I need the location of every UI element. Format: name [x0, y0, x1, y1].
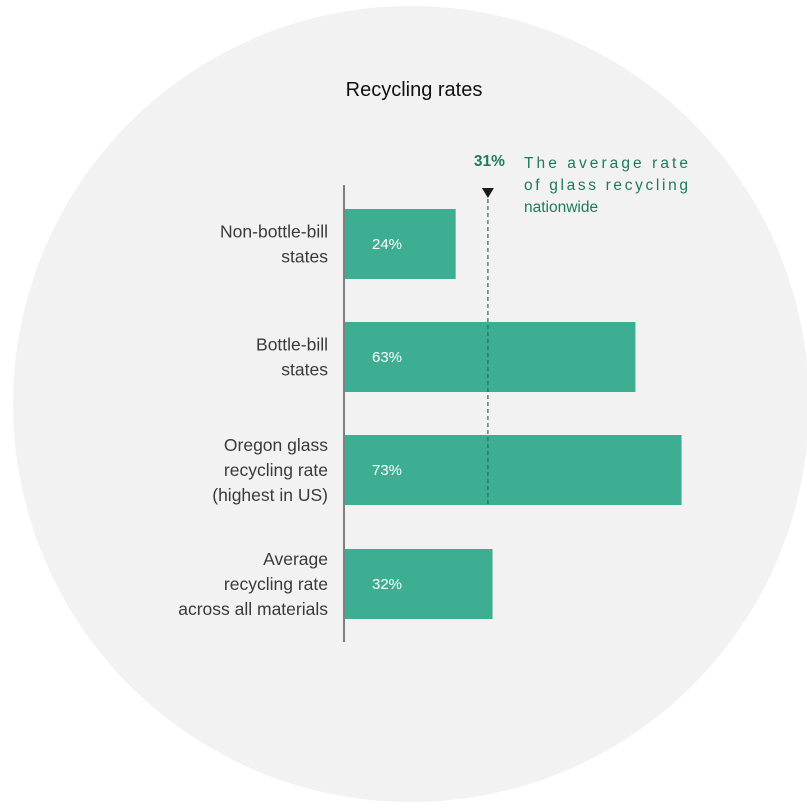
category-label: Oregon glass — [224, 435, 328, 455]
bar-value-label: 73% — [372, 462, 402, 479]
category-label: states — [281, 247, 328, 267]
bar — [345, 435, 682, 505]
category-label: Non-bottle-bill — [220, 222, 328, 242]
bar-value-label: 24% — [372, 236, 402, 253]
reference-value-label: 31% — [474, 153, 505, 170]
reference-note-line: of glass recycling — [524, 177, 688, 194]
reference-note-line: nationwide — [524, 199, 598, 216]
background-circle — [13, 6, 807, 802]
bar — [345, 209, 456, 279]
category-label: recycling rate — [224, 460, 328, 480]
category-label: states — [281, 360, 328, 380]
category-label: (highest in US) — [212, 485, 328, 505]
bar — [345, 322, 636, 392]
bar — [345, 549, 493, 619]
bars-group: 24% Non-bottle-bill states 63% Bottle-bill st… — [178, 209, 682, 619]
average-marker-triangle-icon — [481, 188, 494, 198]
category-label: Bottle-bill — [256, 335, 328, 355]
chart-title: Recycling rates — [346, 79, 483, 101]
bar-value-label: 32% — [372, 576, 402, 593]
category-label: recycling rate — [224, 574, 328, 594]
category-label: across all materials — [178, 599, 328, 619]
category-label: Average — [263, 549, 328, 569]
reference-note-line: The average rate — [524, 155, 688, 172]
bar-value-label: 63% — [372, 349, 402, 366]
